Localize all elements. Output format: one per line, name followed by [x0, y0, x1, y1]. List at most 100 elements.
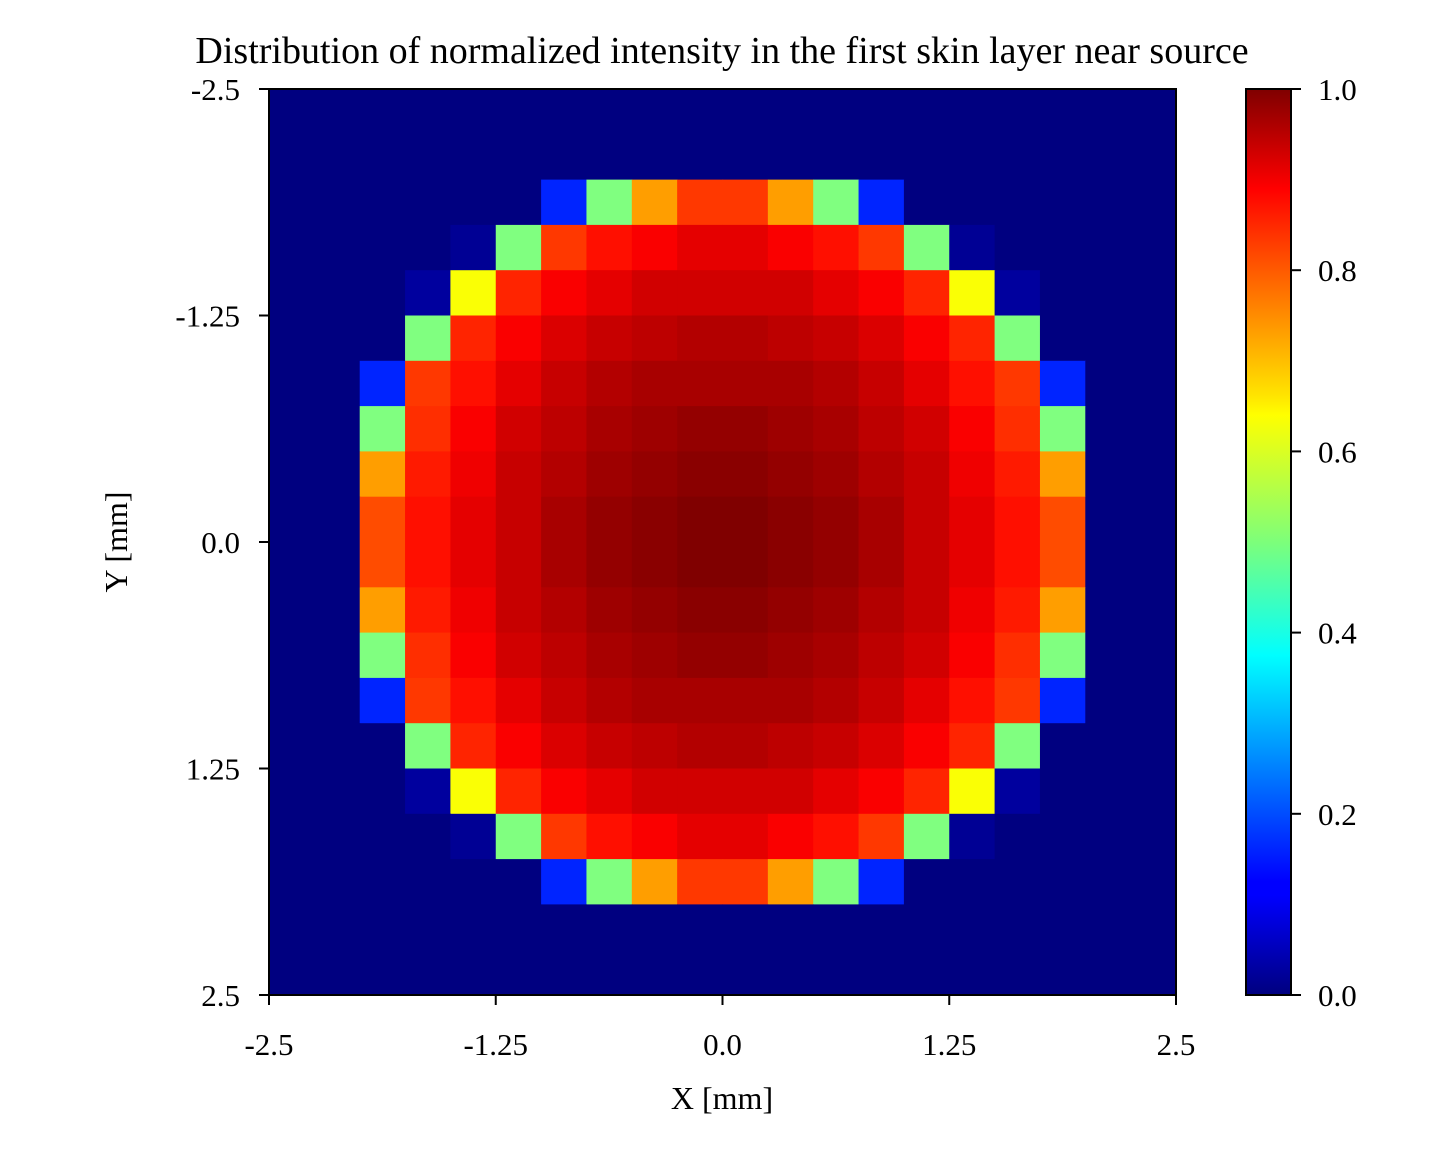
heatmap-cell: [858, 813, 905, 860]
heatmap-cell: [677, 134, 724, 181]
x-tick-label: 1.25: [922, 1027, 976, 1062]
heatmap-cell: [722, 813, 769, 860]
heatmap-cell: [450, 723, 497, 770]
heatmap-cell: [359, 813, 406, 860]
heatmap-cell: [767, 859, 814, 905]
heatmap-cell: [541, 677, 588, 724]
heatmap-cell: [314, 587, 361, 634]
heatmap-cell: [450, 632, 497, 679]
heatmap-cell: [586, 451, 633, 498]
heatmap-cell: [858, 496, 905, 543]
heatmap-cell: [903, 270, 950, 317]
heatmap-cell: [1039, 542, 1086, 588]
heatmap-cell: [858, 315, 905, 362]
heatmap-cell: [631, 134, 678, 181]
heatmap-cell: [269, 224, 315, 271]
heatmap-cell: [1039, 224, 1086, 271]
heatmap-cell: [1039, 406, 1086, 452]
heatmap-cell: [586, 949, 633, 996]
heatmap-cell: [631, 677, 678, 724]
heatmap-cell: [269, 451, 315, 498]
heatmap-cell: [1085, 179, 1132, 226]
heatmap-cell: [405, 224, 451, 271]
heatmap-cell: [1130, 224, 1177, 271]
y-tick-label: -1.25: [175, 299, 240, 334]
heatmap-cell: [677, 179, 724, 226]
heatmap-cell: [1130, 859, 1177, 905]
heatmap-cell: [677, 496, 724, 543]
heatmap-cell: [994, 315, 1041, 362]
heatmap-cell: [314, 270, 361, 317]
heatmap-cell: [767, 134, 814, 181]
heatmap-cell: [541, 270, 588, 317]
heatmap-cell: [1130, 813, 1177, 860]
heatmap-cell: [359, 179, 406, 226]
heatmap-cell: [858, 406, 905, 452]
heatmap-cell: [722, 723, 769, 770]
heatmap-cell: [994, 859, 1041, 905]
heatmap-cell: [586, 904, 633, 951]
heatmap-cell: [813, 134, 860, 181]
heatmap-cell: [813, 859, 860, 905]
heatmap-cell: [541, 315, 588, 362]
heatmap-cell: [495, 451, 542, 498]
heatmap-cell: [1130, 315, 1177, 362]
heatmap-cell: [677, 677, 724, 724]
heatmap-cell: [949, 949, 996, 996]
heatmap-cells: [269, 89, 1177, 996]
heatmap-cell: [314, 632, 361, 679]
heatmap-cell: [949, 587, 996, 634]
heatmap-cell: [677, 224, 724, 271]
heatmap-cell: [994, 224, 1041, 271]
heatmap-cell: [1085, 451, 1132, 498]
heatmap-cell: [1130, 768, 1177, 815]
heatmap-cell: [813, 768, 860, 815]
heatmap-cell: [631, 496, 678, 543]
heatmap-cell: [405, 270, 451, 317]
colorbar-tick-label: 1.0: [1318, 72, 1357, 107]
heatmap-cell: [813, 451, 860, 498]
heatmap-cell: [1039, 134, 1086, 181]
heatmap-cell: [903, 542, 950, 588]
heatmap-cell: [1130, 406, 1177, 452]
heatmap-cell: [722, 89, 769, 135]
heatmap-cell: [586, 496, 633, 543]
heatmap-cell: [450, 542, 497, 588]
heatmap-cell: [903, 587, 950, 634]
heatmap-cell: [541, 134, 588, 181]
heatmap-cell: [767, 768, 814, 815]
x-tick-label: -1.25: [463, 1027, 528, 1062]
heatmap-cell: [631, 179, 678, 226]
heatmap-cell: [405, 723, 451, 770]
heatmap-cell: [269, 949, 315, 996]
heatmap-cell: [631, 451, 678, 498]
heatmap-cell: [1039, 677, 1086, 724]
heatmap-cell: [495, 813, 542, 860]
heatmap-cell: [1039, 768, 1086, 815]
heatmap-cell: [314, 813, 361, 860]
heatmap-cell: [1039, 813, 1086, 860]
heatmap-cell: [1130, 451, 1177, 498]
heatmap-cell: [405, 677, 451, 724]
heatmap-cell: [677, 768, 724, 815]
heatmap-cell: [1039, 360, 1086, 407]
heatmap-cell: [495, 768, 542, 815]
heatmap-cell: [813, 677, 860, 724]
heatmap-cell: [1085, 542, 1132, 588]
heatmap-cell: [541, 904, 588, 951]
heatmap-cell: [994, 904, 1041, 951]
heatmap-cell: [677, 723, 724, 770]
heatmap-cell: [677, 542, 724, 588]
heatmap-cell: [949, 496, 996, 543]
heatmap-cell: [858, 134, 905, 181]
heatmap-cell: [586, 587, 633, 634]
heatmap-cell: [677, 315, 724, 362]
heatmap-cell: [495, 360, 542, 407]
heatmap-cell: [949, 859, 996, 905]
heatmap-cell: [450, 768, 497, 815]
heatmap-cell: [541, 723, 588, 770]
heatmap-cell: [722, 224, 769, 271]
heatmap-cell: [903, 632, 950, 679]
heatmap-cell: [450, 813, 497, 860]
heatmap-cell: [722, 179, 769, 226]
